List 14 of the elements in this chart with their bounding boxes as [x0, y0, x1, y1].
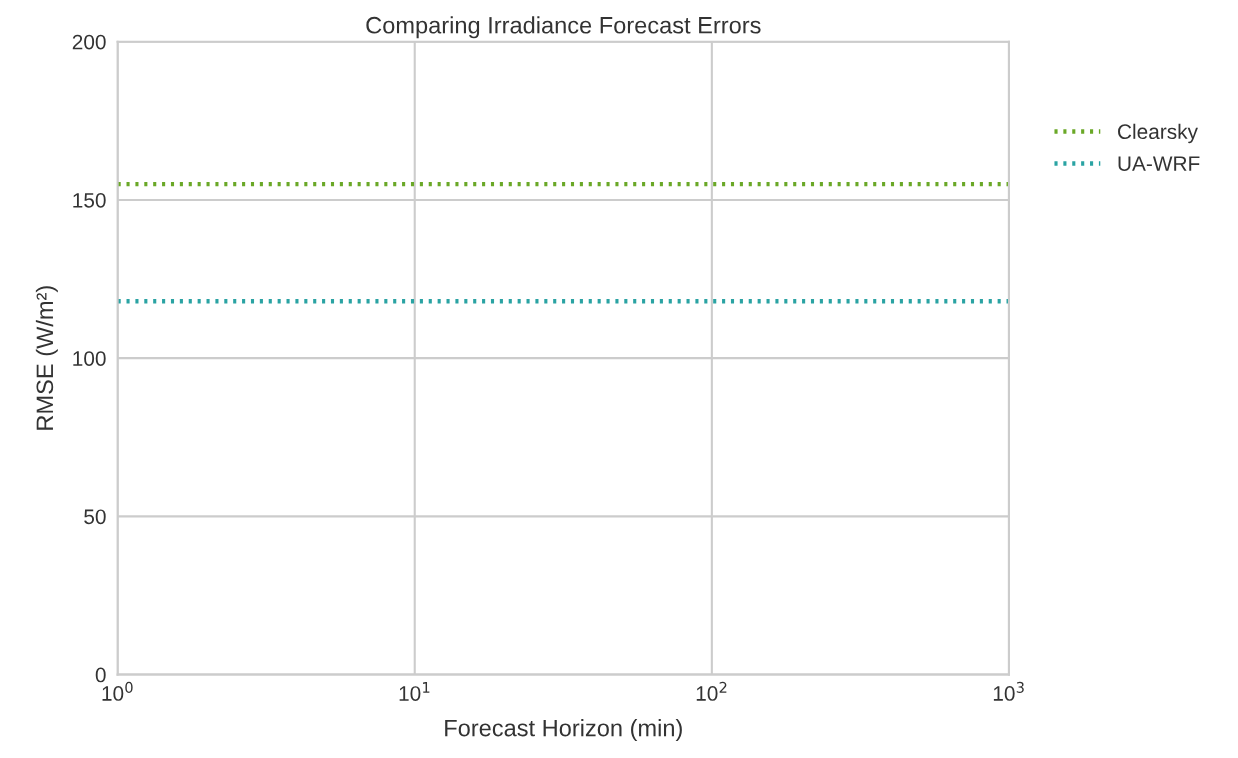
legend-label: Clearsky	[1118, 123, 1198, 144]
chart-title: Comparing Irradiance Forecast Errors	[366, 16, 761, 39]
x-tick-label: 10$^{2}$	[696, 681, 727, 701]
y-tick-label: 200	[72, 34, 106, 50]
x-tick-label: 10$^{3}$	[993, 681, 1024, 701]
y-tick-label: 100	[73, 351, 106, 366]
y-axis-title: RMSE (W/m²)	[35, 286, 58, 430]
x-axis-title: Forecast Horizon (min)	[445, 719, 682, 742]
x-tick-label: 10$^{0}$	[102, 681, 133, 701]
y-tick-label: 50	[84, 509, 106, 525]
legend-label: UA-WRF	[1118, 156, 1200, 171]
x-tick-label: 10$^{1}$	[399, 682, 430, 701]
y-tick-label: 150	[73, 192, 106, 208]
y-tick-label: 0	[95, 667, 106, 683]
